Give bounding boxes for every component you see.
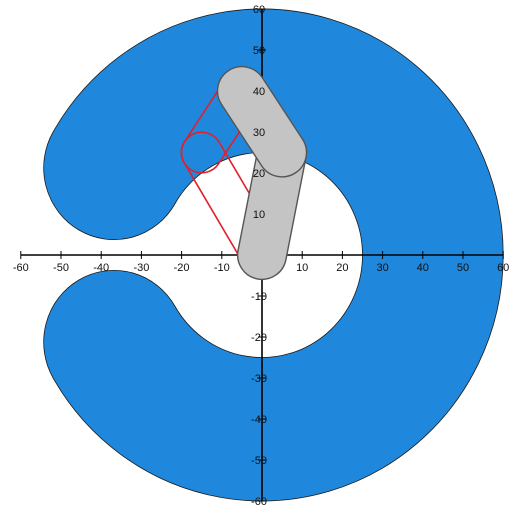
y-tick-label: -10 (251, 291, 267, 303)
x-tick-label: -20 (174, 262, 190, 274)
x-tick-label: 40 (417, 262, 429, 274)
y-tick-label: -40 (251, 414, 267, 426)
x-tick-label: 20 (336, 262, 348, 274)
y-tick-label: -30 (251, 373, 267, 385)
workspace-region (43, 8, 504, 502)
y-tick-label: 40 (253, 86, 265, 98)
arm-link-2 (216, 66, 308, 178)
workspace-region-layer (43, 8, 504, 502)
y-tick-label: -50 (251, 455, 267, 467)
x-tick-labels: -60 -50 -40 -30 -20 -10 10 20 30 40 50 60 (13, 262, 509, 274)
y-tick-label: 20 (253, 168, 265, 180)
x-tick-label: 50 (457, 262, 469, 274)
x-tick-label: -60 (13, 262, 29, 274)
y-tick-label: 10 (253, 209, 265, 221)
y-tick-label: 50 (253, 45, 265, 57)
x-tick-label: -40 (93, 262, 109, 274)
y-tick-label: 60 (253, 4, 265, 16)
x-tick-label: 30 (376, 262, 388, 274)
y-tick-label: -60 (251, 496, 267, 508)
y-tick-labels: 60 50 40 30 20 10 -10 -20 -30 -40 -50 -60 (251, 4, 267, 508)
y-tick-label: -20 (251, 332, 267, 344)
x-tick-label: 10 (296, 262, 308, 274)
x-tick-label: 60 (497, 262, 509, 274)
arm-layer (216, 66, 308, 281)
x-tick-label: -10 (214, 262, 230, 274)
x-tick-label: -30 (133, 262, 149, 274)
x-tick-label: -50 (53, 262, 69, 274)
y-tick-label: 30 (253, 127, 265, 139)
